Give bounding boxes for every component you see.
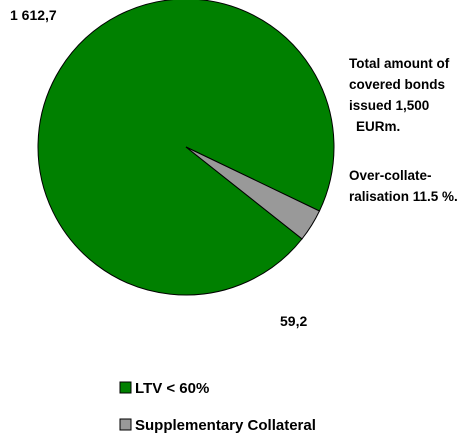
pie-slice-supplementary [185,146,321,240]
pie-slices [37,0,335,296]
data-label-supplementary: 59,2 [280,313,307,329]
annotation-line: EURm. [356,119,400,134]
annotation-overcollateralisation: Over-collate- ralisation 11.5 %. [349,168,458,204]
legend-item-supplementary: Supplementary Collateral [119,417,316,434]
annotation-line: Total amount of [349,56,450,71]
annotation-line: covered bonds [349,77,445,92]
legend-item-ltv: LTV < 60% [119,380,209,397]
legend-swatch-ltv [119,381,132,394]
annotation-line: ralisation 11.5 %. [349,189,458,204]
annotation-line: Over-collate- [349,168,432,183]
annotation-line: issued 1,500 [349,98,429,113]
data-label-ltv: 1 612,7 [10,7,57,23]
legend-label-ltv: LTV < 60% [135,380,209,397]
legend-swatch-supplementary [119,418,132,431]
legend-label-supplementary: Supplementary Collateral [135,417,316,434]
legend: LTV < 60% Supplementary Collateral [119,380,316,434]
annotation-total-amount: Total amount of covered bonds issued 1,5… [349,56,450,134]
